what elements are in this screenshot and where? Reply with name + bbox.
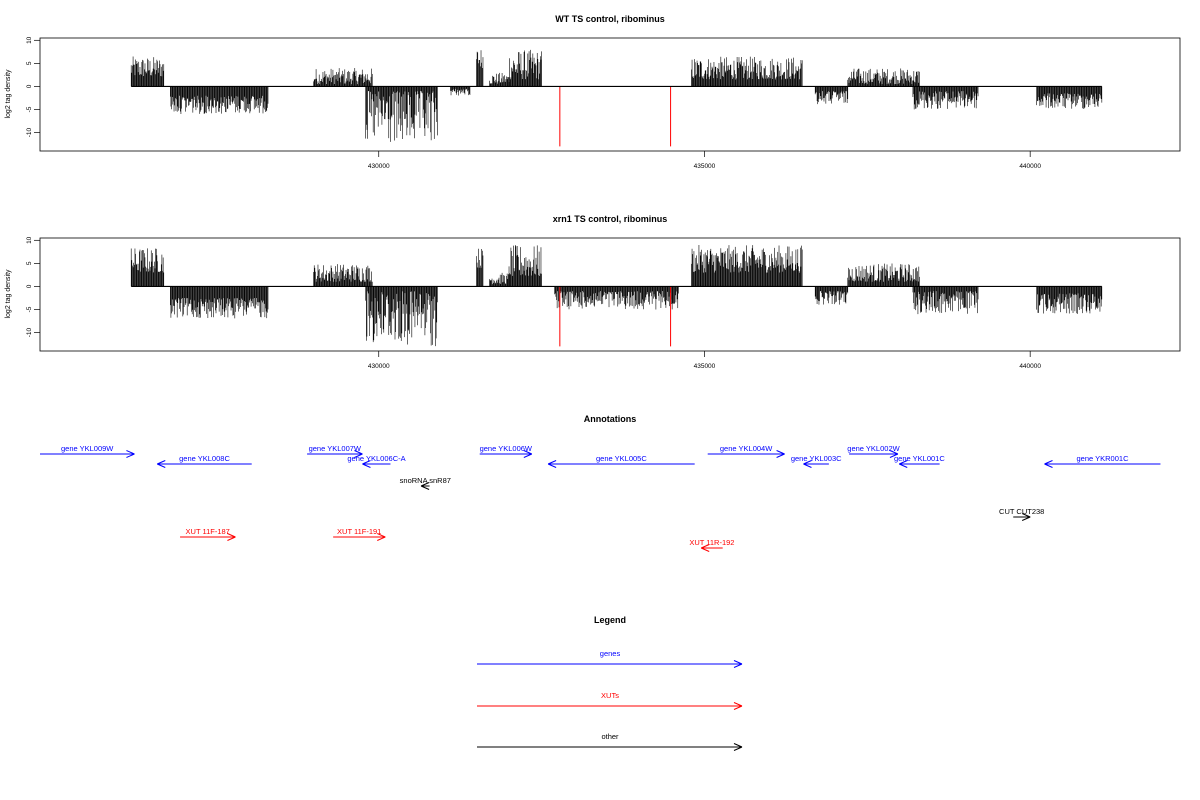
legend-label: genes	[600, 649, 621, 658]
annotation-arrow	[180, 533, 236, 541]
y-tick-label: -5	[26, 306, 33, 312]
y-tick-label: 10	[26, 236, 33, 244]
y-tick-label: -5	[26, 106, 33, 112]
annotation-arrow	[707, 450, 785, 458]
y-tick-label: -10	[26, 127, 33, 137]
annotation-arrow	[40, 450, 135, 458]
annotation-label: gene YKL005C	[596, 454, 647, 463]
annotation-label: gene YKL002W	[847, 444, 900, 453]
xrn1-plot-frame	[39, 237, 1181, 352]
xrn1-y-axis: 10 5 0 -5 -10	[26, 236, 40, 337]
xrn1-y-axis-label: log2 tag density	[5, 269, 12, 319]
annotation-label: gene YKL004W	[720, 444, 773, 453]
annotation-arrow	[307, 450, 363, 458]
legend-title: Legend	[594, 615, 626, 625]
x-tick-label: 435000	[694, 163, 716, 170]
annotation-label: gene YKL006W	[480, 444, 533, 453]
annotation-label: gene YKL003C	[791, 454, 842, 463]
legend-arrow	[477, 702, 743, 710]
annotation-label: gene YKL007W	[309, 444, 362, 453]
y-tick-label: 0	[26, 84, 33, 88]
y-tick-label: 5	[26, 261, 33, 265]
y-tick-label: 10	[26, 36, 33, 44]
y-tick-label: 0	[26, 284, 33, 288]
annotation-arrow	[899, 460, 940, 468]
x-tick-label: 440000	[1019, 363, 1041, 370]
annotation-arrow	[700, 544, 723, 552]
y-tick-label: -10	[26, 327, 33, 337]
annotation-arrow	[420, 482, 430, 490]
xrn1-x-axis: 430000 435000 440000	[368, 351, 1041, 370]
legend-arrow	[477, 743, 743, 751]
legend-label: XUTs	[601, 691, 619, 700]
xrn1-red-markers	[559, 286, 672, 347]
annotations-title: Annotations	[584, 414, 637, 424]
annotation-arrow	[362, 460, 391, 468]
wt-x-axis: 430000 435000 440000	[368, 151, 1041, 170]
wt-y-axis-label: log2 tag density	[5, 69, 12, 119]
annotation-arrow	[479, 450, 533, 458]
wt-red-markers	[559, 86, 672, 147]
xrn1-coverage-bars	[130, 244, 1103, 347]
annotation-label: XUT 11F-187	[186, 527, 230, 536]
wt-track-title: WT TS control, ribominus	[555, 14, 665, 24]
x-tick-label: 435000	[694, 363, 716, 370]
annotation-label: gene YKL008C	[179, 454, 230, 463]
annotation-arrow	[547, 460, 695, 468]
xrn1-track-panel: xrn1 TS control, ribominus log2 tag dens…	[5, 214, 1181, 370]
wt-coverage-bars	[130, 49, 1103, 142]
annotation-label: gene YKL006C-A	[347, 454, 405, 463]
x-tick-label: 430000	[368, 163, 390, 170]
annotation-label: snoRNA snR87	[400, 476, 451, 485]
legend-label: other	[601, 732, 619, 741]
annotation-arrow	[1044, 460, 1161, 468]
xrn1-track-title: xrn1 TS control, ribominus	[553, 214, 668, 224]
legend-arrow	[477, 660, 743, 668]
wt-y-axis: 10 5 0 -5 -10	[26, 36, 40, 137]
annotation-label: gene YKR001C	[1077, 454, 1130, 463]
annotation-label: gene YKL009W	[61, 444, 114, 453]
annotation-label: CUT CUT238	[999, 507, 1044, 516]
annotation-arrow	[333, 533, 386, 541]
y-tick-label: 5	[26, 61, 33, 65]
annotation-arrow	[157, 460, 252, 468]
annotation-label: gene YKL001C	[894, 454, 945, 463]
annotation-label: XUT 11F-191	[337, 527, 381, 536]
annotation-arrow	[849, 450, 899, 458]
annotation-label: XUT 11R-192	[689, 538, 734, 547]
wt-plot-frame	[39, 37, 1181, 152]
wt-track-panel: WT TS control, ribominus log2 tag densit…	[5, 14, 1181, 170]
annotation-arrow	[803, 460, 829, 468]
legend: genes XUTs other	[477, 649, 743, 751]
x-tick-label: 440000	[1019, 163, 1041, 170]
x-tick-label: 430000	[368, 363, 390, 370]
annotation-arrow	[1013, 513, 1031, 521]
